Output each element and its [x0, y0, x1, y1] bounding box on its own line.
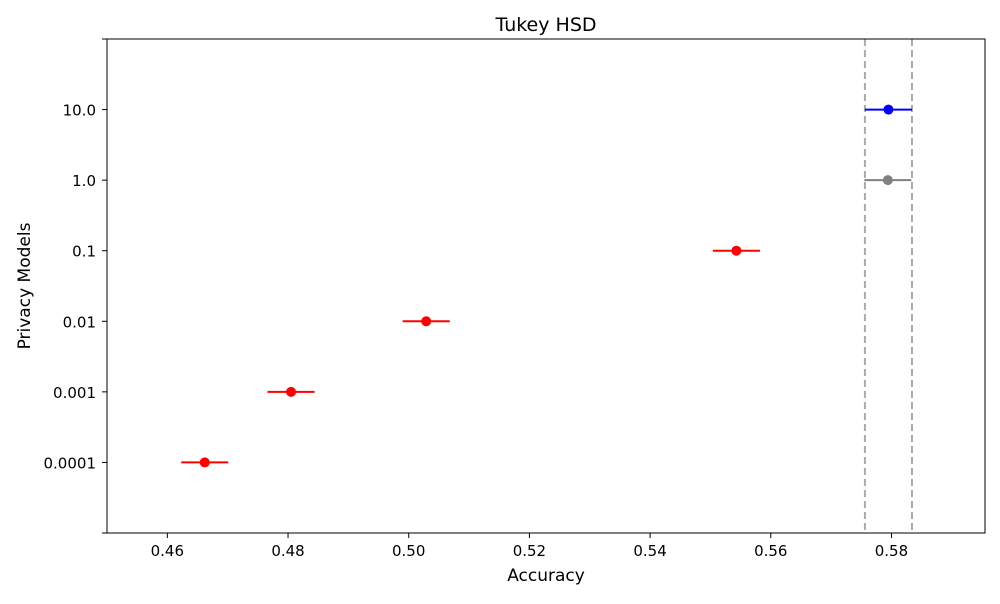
data-marks: [181, 104, 912, 468]
x-tick-label-2: 0.50: [392, 542, 425, 560]
y-tick-label-3: 0.1: [72, 243, 96, 261]
plot-frame: [106, 38, 986, 534]
axes: 0.46 0.48 0.50 0.52 0.54 0.56 0.58 0.0001 0.001 0…: [44, 38, 986, 560]
point-1.0: [882, 175, 893, 186]
x-tick-label-5: 0.56: [754, 542, 787, 560]
x-tick-label-0: 0.46: [151, 542, 184, 560]
y-tick-label-2: 0.01: [63, 313, 96, 331]
x-tick-label-6: 0.58: [875, 542, 908, 560]
reference-lines: [863, 39, 913, 533]
point-0.01: [421, 316, 432, 327]
point-0.0001: [199, 457, 210, 468]
x-axis-label: Accuracy: [507, 566, 585, 586]
chart-title: Tukey HSD: [494, 14, 596, 36]
y-axis-label: Privacy Models: [15, 222, 35, 349]
y-tick-label-4: 1.0: [72, 172, 96, 190]
y-tick-label-5: 10.0: [63, 102, 96, 120]
y-tick-label-0: 0.0001: [44, 454, 97, 472]
y-tick-label-1: 0.001: [53, 384, 96, 402]
point-0.1: [731, 245, 742, 256]
point-0.001: [286, 386, 297, 397]
x-tick-label-4: 0.54: [633, 542, 666, 560]
point-10.0: [883, 104, 894, 115]
x-tick-label-1: 0.48: [271, 542, 304, 560]
x-tick-label-3: 0.52: [513, 542, 546, 560]
